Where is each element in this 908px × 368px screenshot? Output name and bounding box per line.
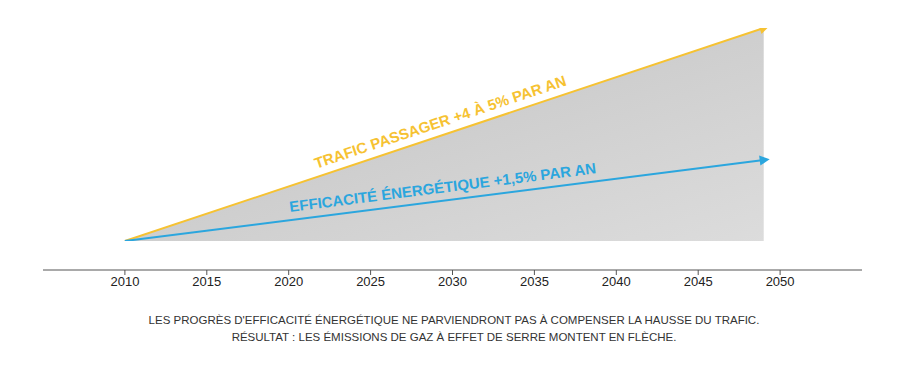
svg-text:EFFICACITÉ ÉNERGÉTIQUE +1,5% P: EFFICACITÉ ÉNERGÉTIQUE +1,5% PAR AN <box>288 159 596 215</box>
svg-text:2045: 2045 <box>684 274 713 289</box>
svg-text:2015: 2015 <box>192 274 221 289</box>
svg-text:2010: 2010 <box>110 274 139 289</box>
svg-text:TRAFIC PASSAGER +4 À 5% PAR AN: TRAFIC PASSAGER +4 À 5% PAR AN <box>312 72 568 172</box>
svg-text:2020: 2020 <box>274 274 303 289</box>
html-text:RÉSULTAT : LES ÉMISSIONS DE GA: RÉSULTAT : LES ÉMISSIONS DE GAZ À EFFET … <box>231 331 677 343</box>
svg-text:2035: 2035 <box>520 274 549 289</box>
html-text:LES PROGRÈS D'EFFICACITÉ ÉNERG: LES PROGRÈS D'EFFICACITÉ ÉNERGÉTIQUE NE … <box>148 314 760 326</box>
svg-text:2030: 2030 <box>438 274 467 289</box>
svg-text:2050: 2050 <box>766 274 795 289</box>
svg-text:2040: 2040 <box>602 274 631 289</box>
svg-text:2025: 2025 <box>356 274 385 289</box>
